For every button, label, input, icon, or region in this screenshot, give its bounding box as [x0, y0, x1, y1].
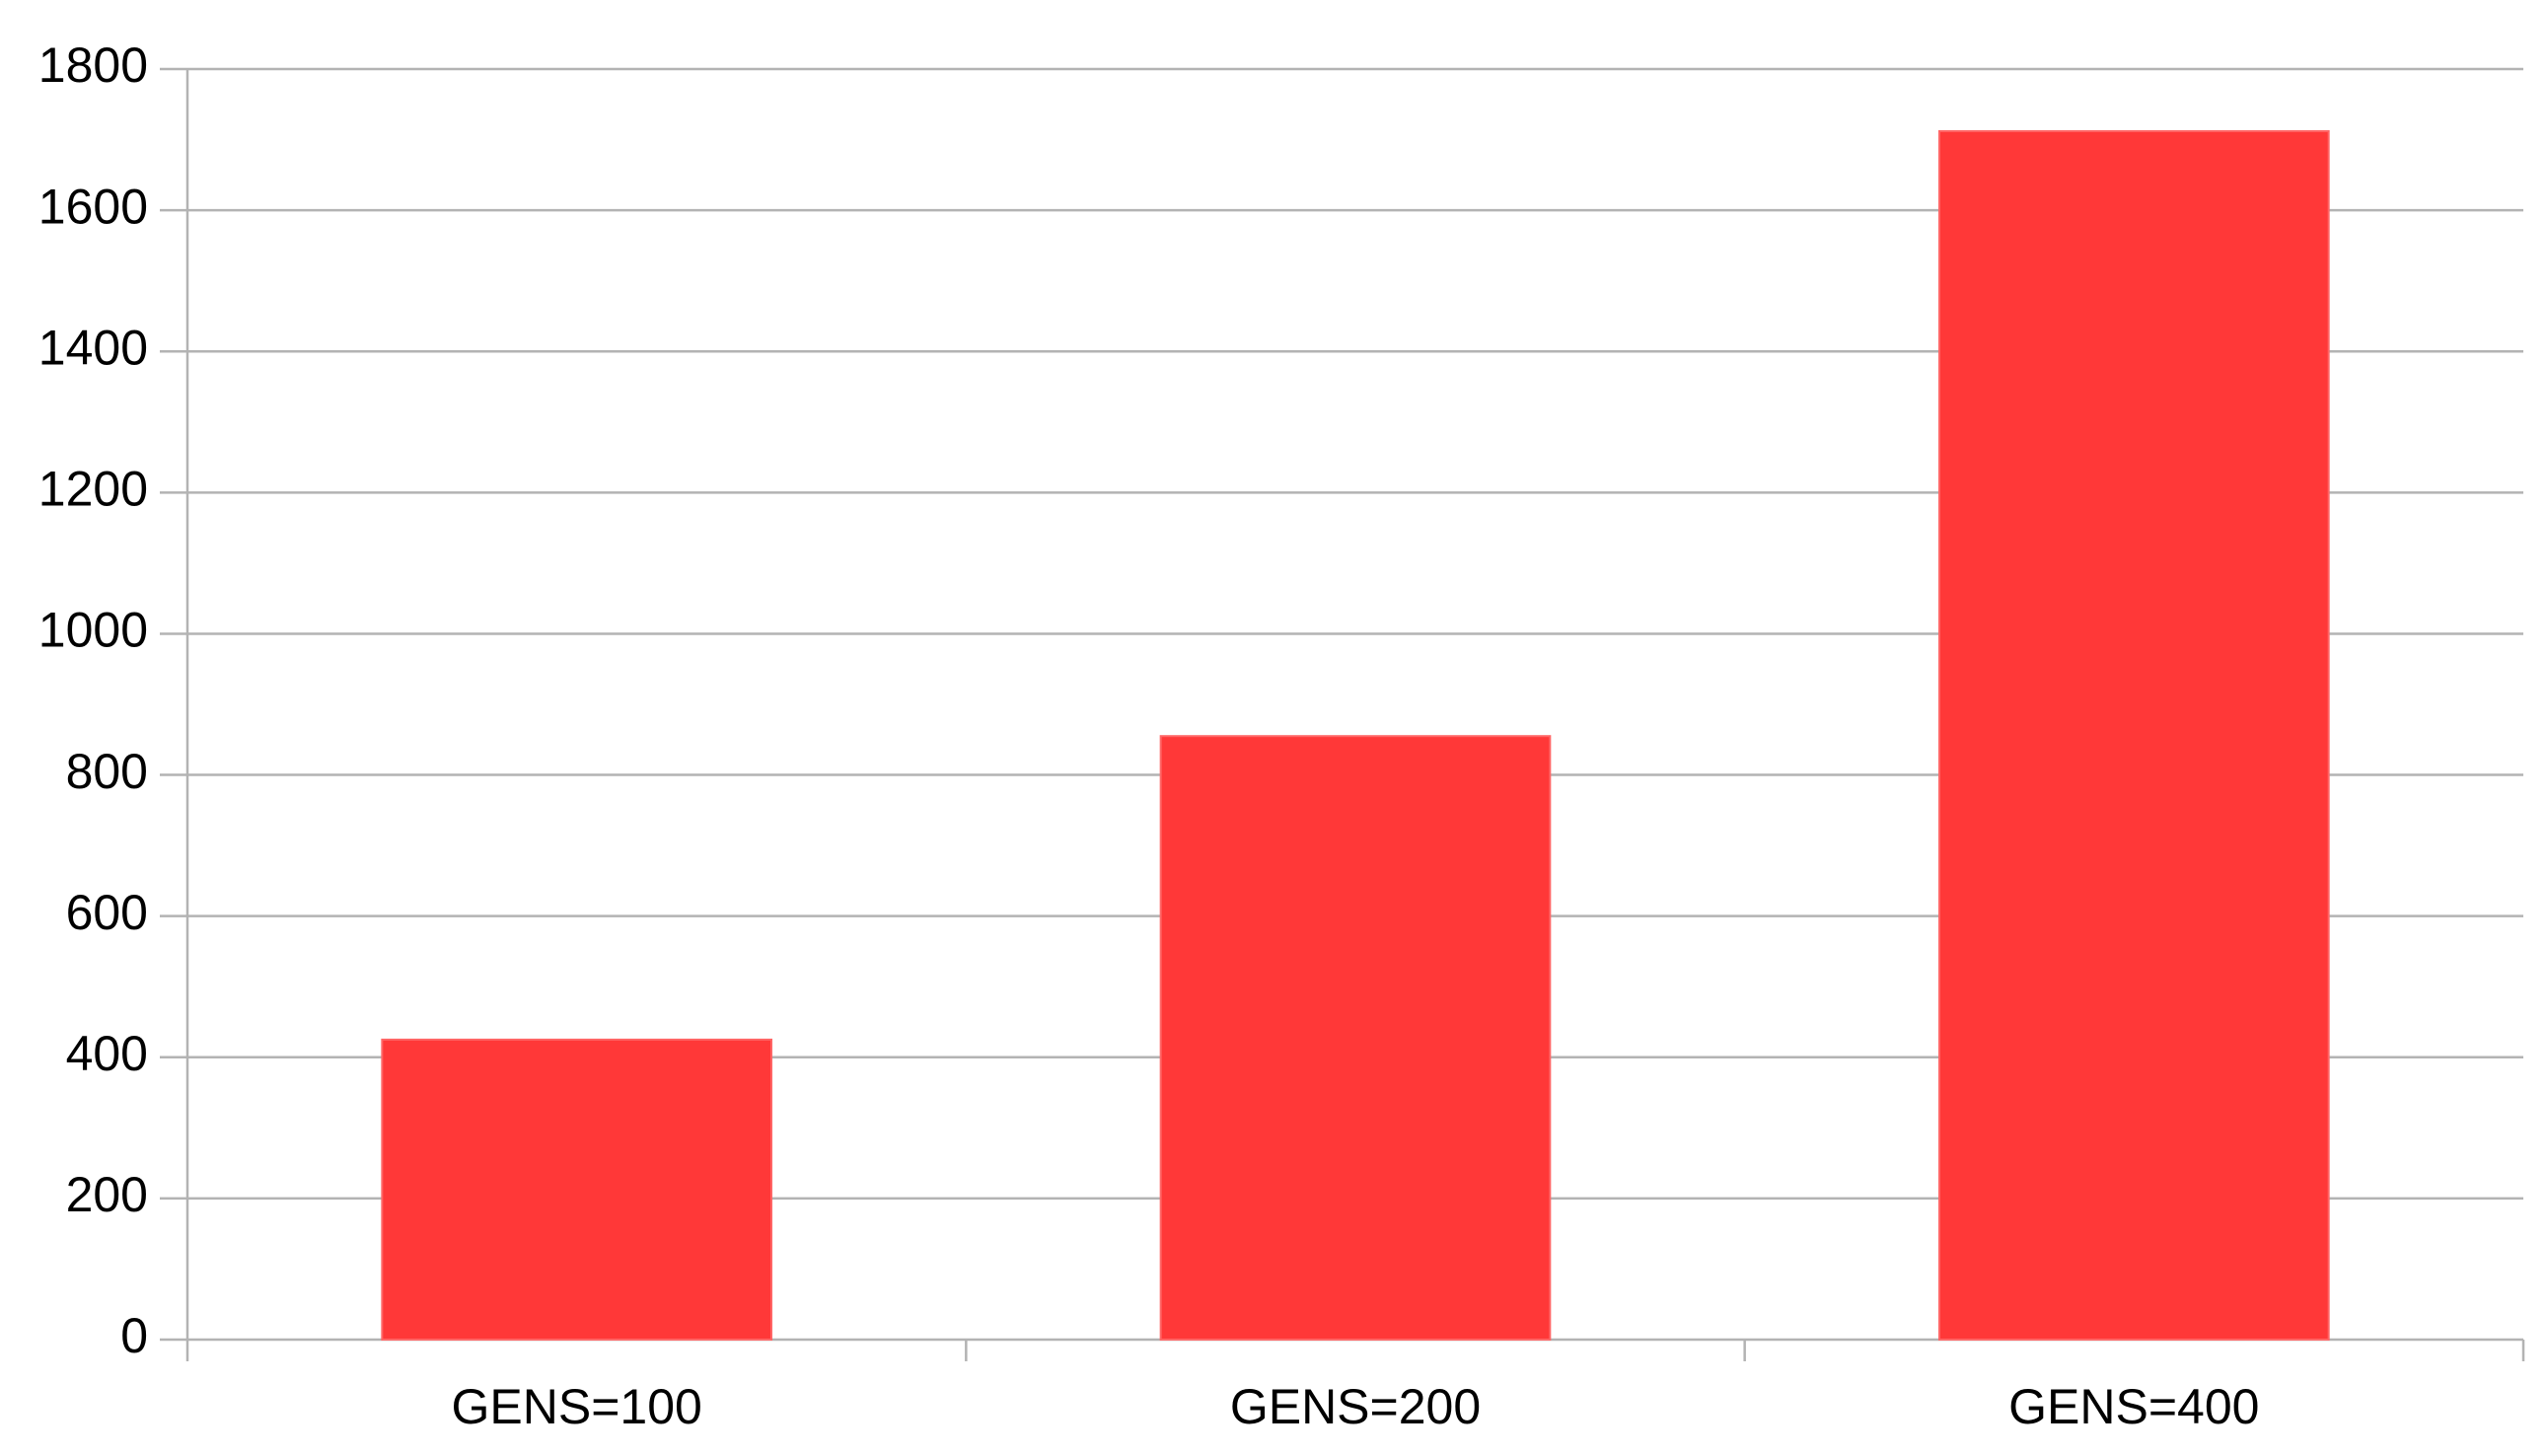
- x-tick-label: GENS=200: [1230, 1379, 1481, 1434]
- y-tick-label: 0: [120, 1308, 148, 1363]
- y-tick-label: 800: [66, 744, 148, 799]
- x-tick-label: GENS=400: [2008, 1379, 2259, 1434]
- y-tick-label: 600: [66, 885, 148, 940]
- y-tick-label: 1800: [38, 37, 148, 93]
- bar: [381, 1038, 772, 1342]
- y-tick-label: 400: [66, 1026, 148, 1081]
- y-tick-label: 1400: [38, 320, 148, 375]
- bar: [1159, 735, 1552, 1341]
- y-tick-label: 1000: [38, 603, 148, 658]
- x-tick-label: GENS=100: [452, 1379, 702, 1434]
- y-tick-label: 1200: [38, 462, 148, 517]
- y-tick-label: 1600: [38, 179, 148, 234]
- bar: [1938, 129, 2330, 1342]
- y-tick-label: 200: [66, 1167, 148, 1222]
